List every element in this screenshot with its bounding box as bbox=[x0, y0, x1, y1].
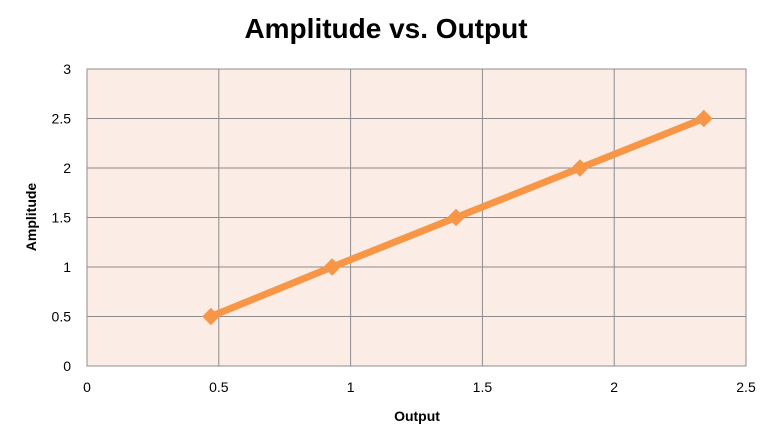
y-tick-label: 0 bbox=[63, 358, 71, 374]
series-layer bbox=[202, 109, 713, 326]
x-axis-ticks: 0 0.5 1 1.5 2 2.5 bbox=[83, 379, 756, 395]
data-point-marker bbox=[571, 159, 589, 177]
x-tick-label: 1 bbox=[347, 379, 355, 395]
x-axis-label: Output bbox=[394, 408, 440, 424]
x-tick-label: 1.5 bbox=[473, 379, 493, 395]
y-tick-label: 2 bbox=[63, 160, 71, 176]
x-tick-label: 0.5 bbox=[209, 379, 229, 395]
data-point-marker bbox=[447, 208, 465, 227]
y-tick-label: 1 bbox=[63, 259, 71, 275]
y-axis-label: Amplitude bbox=[23, 183, 39, 252]
chart-title: Amplitude vs. Output bbox=[244, 13, 527, 44]
y-tick-label: 1.5 bbox=[52, 210, 72, 226]
y-tick-label: 3 bbox=[63, 61, 71, 77]
data-point-marker bbox=[695, 109, 713, 128]
x-tick-label: 2.5 bbox=[736, 379, 756, 395]
y-axis-ticks: 0 0.5 1 1.5 2 2.5 3 bbox=[52, 61, 72, 374]
data-point-marker bbox=[323, 258, 341, 276]
x-tick-label: 2 bbox=[610, 379, 618, 395]
grid-lines bbox=[86, 68, 747, 367]
y-tick-label: 0.5 bbox=[52, 309, 72, 325]
x-tick-label: 0 bbox=[83, 379, 91, 395]
y-tick-label: 2.5 bbox=[52, 111, 72, 127]
data-point-marker bbox=[202, 307, 220, 326]
